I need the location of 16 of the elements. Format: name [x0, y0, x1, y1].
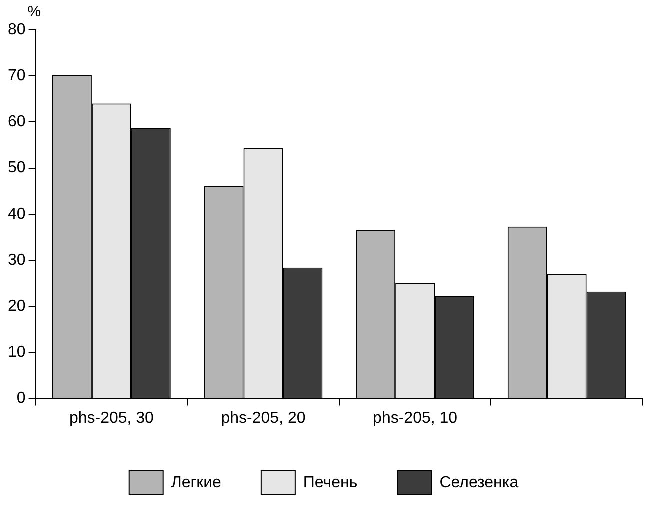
y-tick-label: 30	[8, 252, 26, 269]
y-tick-label: 50	[8, 160, 26, 177]
y-tick-label: 40	[8, 206, 26, 223]
y-tick-label: 0	[16, 390, 26, 408]
y-axis-title: %	[28, 4, 42, 21]
y-tick-label: 60	[8, 114, 26, 131]
legend-label: Легкие	[171, 474, 222, 492]
legend-label: Печень	[303, 474, 358, 492]
y-tick-label: 10	[8, 344, 26, 362]
x-tick-label: phs-205, 30	[69, 410, 154, 427]
legend-label: Селезенка	[440, 474, 519, 492]
y-tick-label: 20	[8, 298, 26, 316]
x-tick-label: phs-205, 20	[221, 410, 306, 427]
y-tick-label: 70	[8, 68, 26, 85]
x-tick-label: phs-205, 10	[373, 410, 458, 427]
y-tick-label: 80	[8, 21, 26, 38]
